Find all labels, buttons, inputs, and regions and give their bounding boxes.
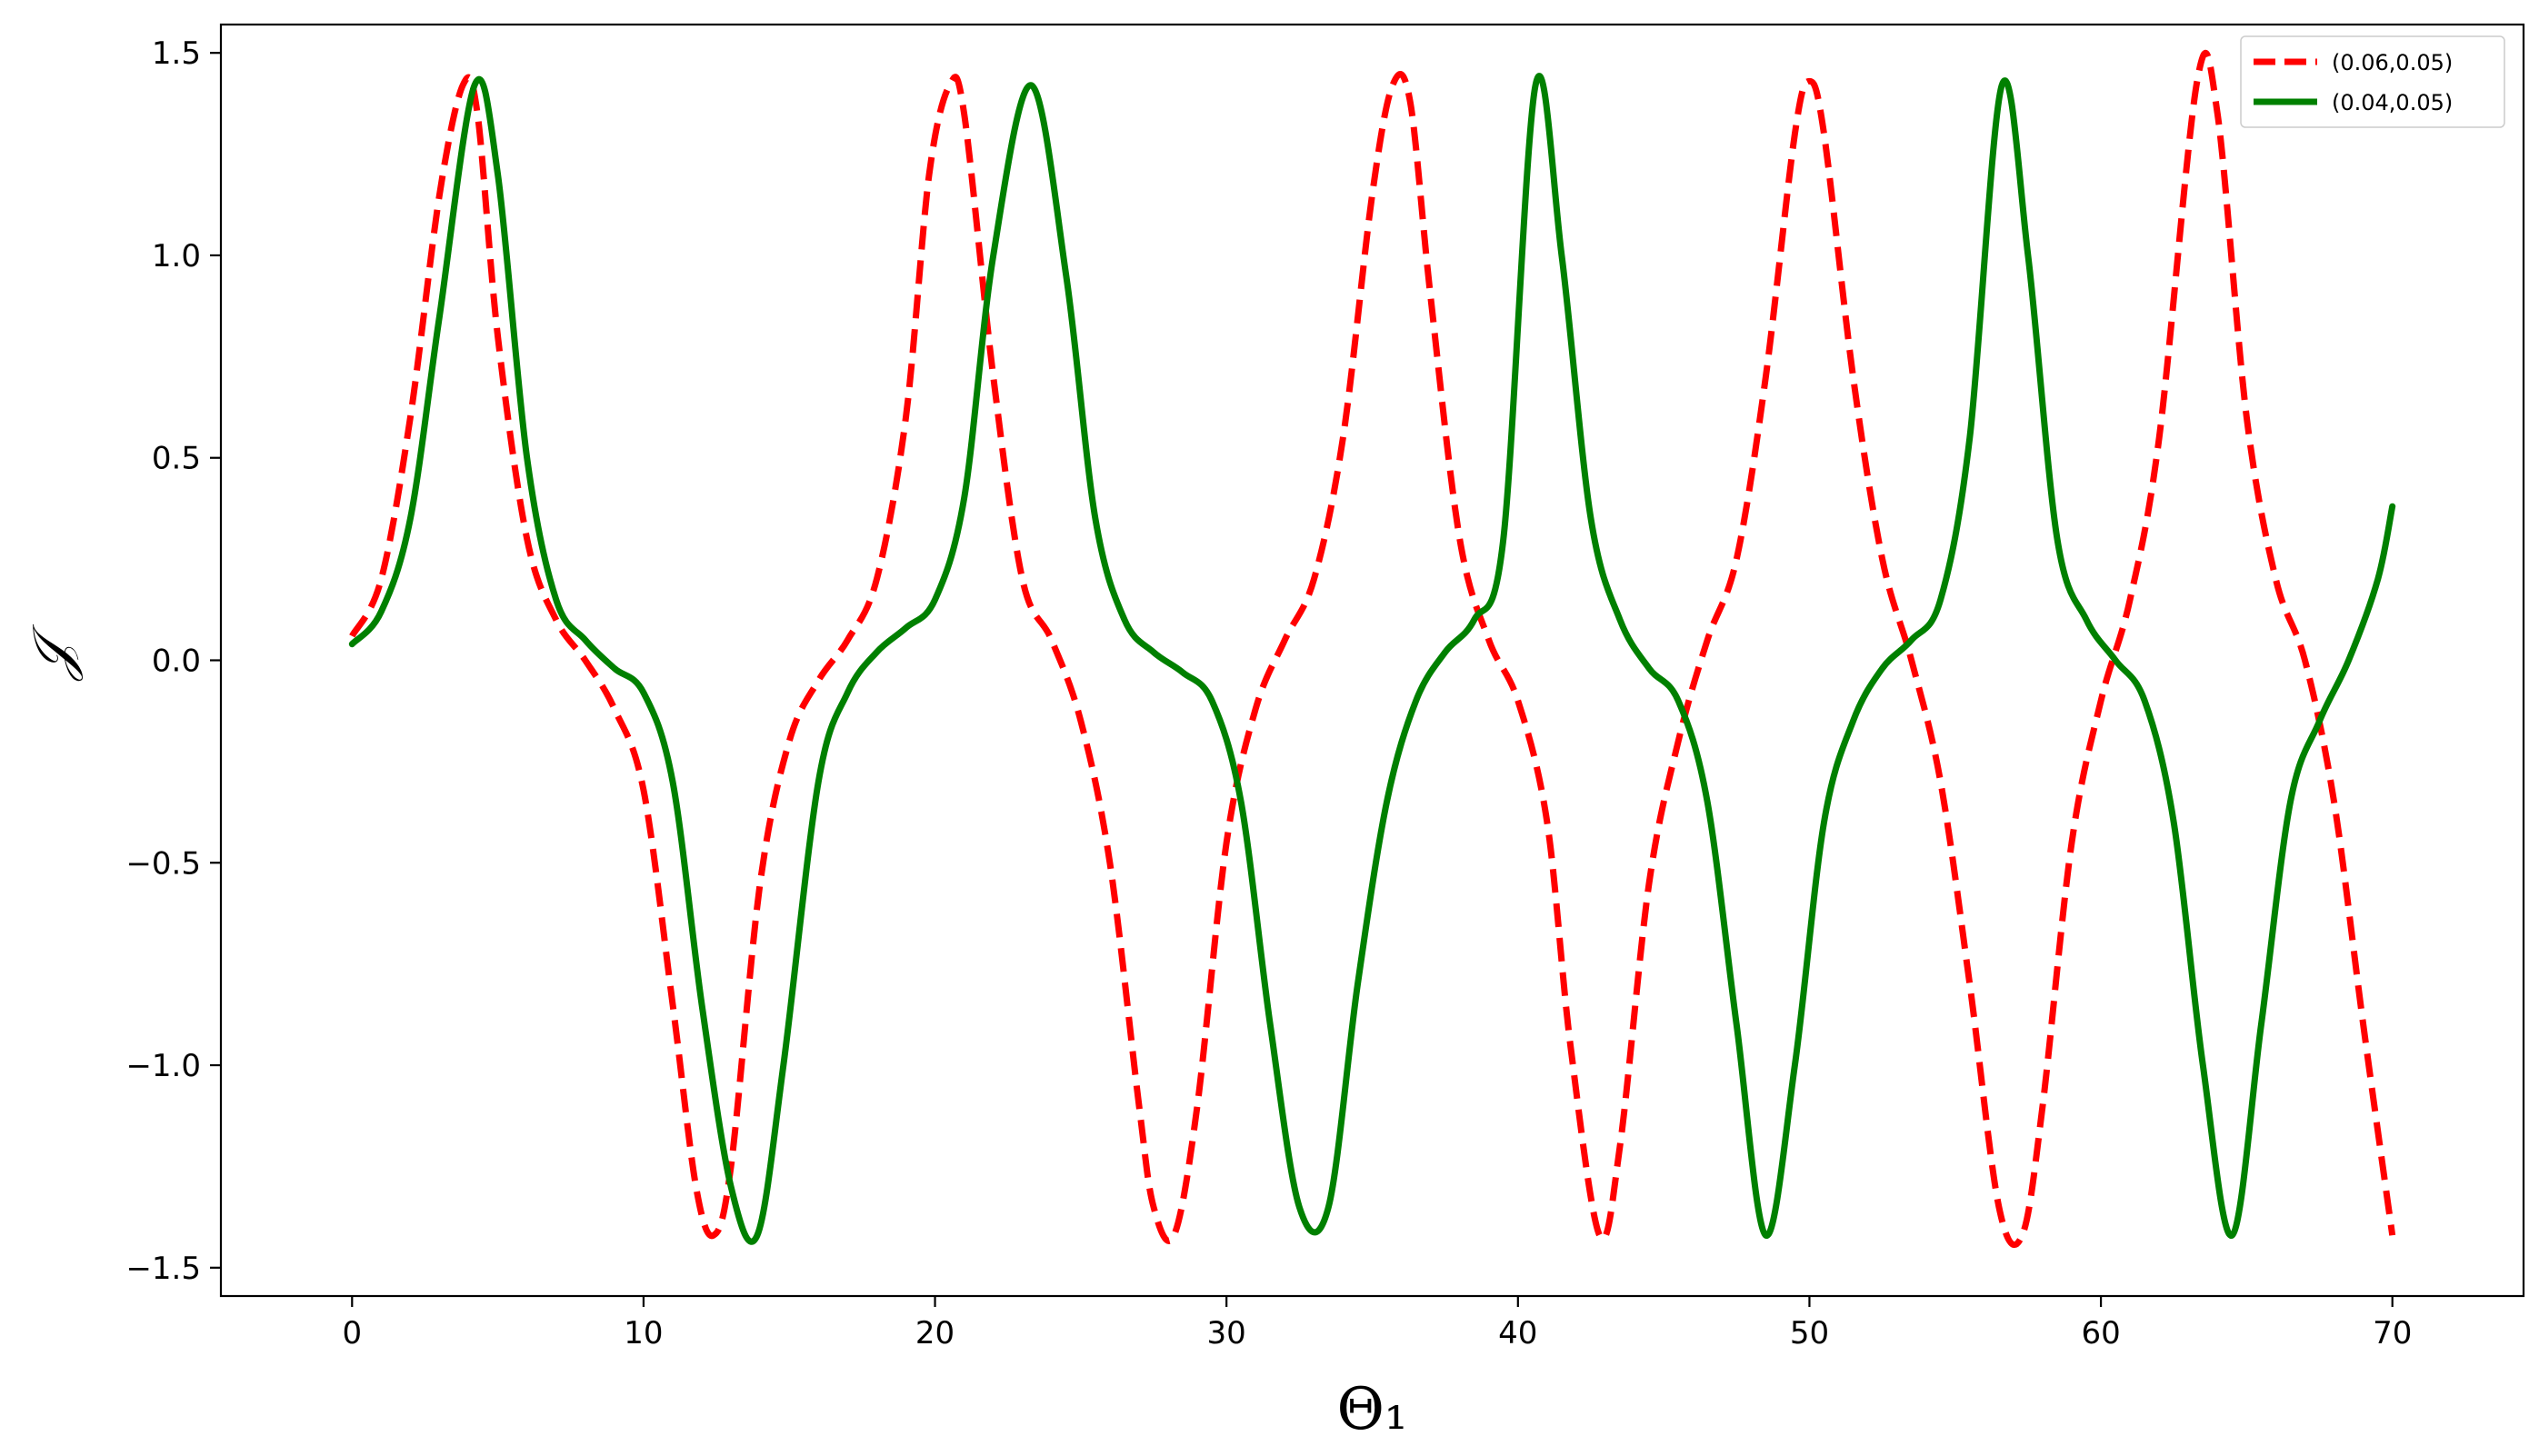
y-tick-label: 0.0	[152, 643, 201, 680]
x-tick-label: 70	[2373, 1315, 2412, 1351]
x-axis-title: Θ₁	[1336, 1376, 1407, 1443]
x-tick-label: 30	[1207, 1315, 1246, 1351]
series-layer	[348, 49, 2396, 1249]
series-line-1	[349, 49, 2396, 1249]
x-axis-ticks: 0 10 20 30 40 50 60 70	[342, 1296, 2412, 1351]
y-tick-label: 1.5	[152, 35, 201, 72]
y-tick-label: −1.5	[125, 1251, 201, 1287]
y-axis-ticks: −1.5 −1.0 −0.5 0.0 0.5 1.0 1.5	[125, 35, 221, 1287]
legend-label-series-2: (0.04,0.05)	[2332, 90, 2453, 115]
x-tick-label: 10	[624, 1315, 663, 1351]
series-line-2	[348, 73, 2396, 1245]
x-tick-label: 50	[1790, 1315, 1829, 1351]
legend-label-series-1: (0.06,0.05)	[2332, 50, 2453, 75]
y-tick-label: 1.0	[152, 238, 201, 274]
legend: (0.06,0.05) (0.04,0.05)	[2240, 35, 2505, 128]
y-tick-label: 0.5	[152, 441, 201, 477]
x-tick-label: 20	[915, 1315, 955, 1351]
y-tick-label: −1.0	[125, 1048, 201, 1084]
x-tick-label: 40	[1498, 1315, 1537, 1351]
y-tick-label: −0.5	[125, 845, 201, 882]
x-tick-label: 0	[342, 1315, 362, 1351]
x-tick-label: 60	[2081, 1315, 2120, 1351]
